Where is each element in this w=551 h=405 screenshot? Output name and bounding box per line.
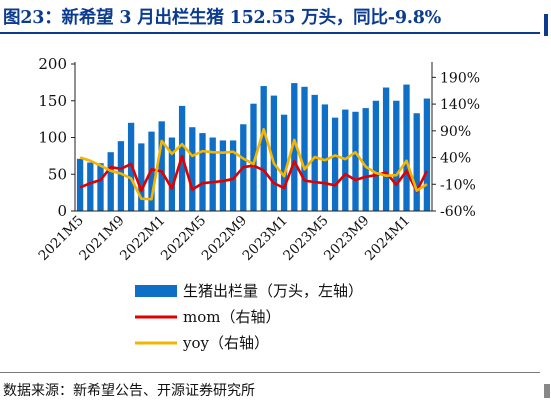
bar-2024M3: [423, 98, 431, 211]
bar-2022M6: [209, 137, 216, 211]
legend-label-yoy: yoy（右轴）: [182, 334, 269, 352]
bar-2022M2: [168, 137, 176, 211]
bar-2022M8: [229, 140, 237, 211]
right-tick-label: 90%: [440, 124, 471, 140]
bar-2021M7: [97, 163, 104, 211]
bar-2022M5: [199, 133, 206, 211]
left-tick-label: 200: [38, 55, 67, 73]
combo-chart: 050100150200-60%-10%40%90%140%190%2021M5…: [35, 55, 480, 352]
bar-2022M4: [189, 127, 196, 211]
right-tick-label: 190%: [440, 70, 480, 86]
right-tick-label: 40%: [440, 151, 471, 167]
lines-layer: [79, 127, 429, 201]
bar-2023M6: [331, 117, 339, 211]
bar-2021M11: [138, 143, 145, 211]
bars-layer: [76, 83, 431, 211]
right-edge-marker: [544, 14, 548, 36]
figure-title: 图23：新希望 3 月出栏生猪 152.55 万头，同比-9.8%: [3, 8, 442, 28]
bar-2021M9: [117, 141, 125, 211]
bar-2023M9: [362, 108, 369, 211]
bar-2023M11: [382, 87, 390, 211]
bar-2023M4: [311, 94, 318, 211]
bar-2023M3: [301, 86, 308, 211]
bar-2022M7: [219, 140, 227, 211]
bar-2023M8: [352, 111, 359, 211]
footer-edge-marker: [544, 384, 550, 398]
title-divider: [0, 32, 540, 34]
bar-2021M8: [107, 152, 114, 211]
right-tick-label: -60%: [440, 204, 476, 220]
bar-2021M6: [87, 162, 94, 211]
footer-divider: [0, 372, 540, 373]
bar-2024M1: [403, 84, 410, 211]
left-tick-label: 50: [48, 165, 67, 183]
right-tick-label: 140%: [440, 97, 480, 113]
legend-label-mom: mom（右轴）: [183, 308, 280, 326]
bar-2023M10: [372, 100, 380, 211]
title-bar: 图23：新希望 3 月出栏生猪 152.55 万头，同比-9.8%: [0, 0, 540, 30]
left-tick-label: 100: [38, 129, 67, 147]
right-tick-label: -10%: [440, 177, 476, 193]
mom-line: [79, 154, 429, 193]
legend: 生猪出栏量（万头，左轴） mom（右轴） yoy（右轴）: [135, 282, 363, 352]
bar-2022M1: [158, 121, 165, 211]
x-tick-label: 2024M1: [362, 213, 413, 264]
bar-2023M12: [393, 100, 400, 211]
bar-2022M11: [260, 86, 267, 211]
axes-layer: 050100150200-60%-10%40%90%140%190%2021M5…: [35, 55, 480, 264]
bar-2022M12: [270, 95, 278, 211]
bar-2023M5: [321, 104, 329, 211]
left-tick-label: 150: [38, 92, 67, 110]
bar-2022M10: [250, 103, 257, 211]
yoy-line: [79, 127, 428, 201]
bar-2023M2: [291, 83, 298, 211]
source-note: 数据来源：新希望公告、开源证券研究所: [3, 383, 255, 399]
bar-2023M1: [280, 114, 288, 211]
legend-swatch-bar: [135, 285, 177, 297]
bar-2021M5: [76, 158, 84, 211]
bar-2024M2: [413, 113, 420, 211]
left-tick-label: 0: [57, 202, 67, 220]
legend-label-bar: 生猪出栏量（万头，左轴）: [183, 282, 363, 300]
